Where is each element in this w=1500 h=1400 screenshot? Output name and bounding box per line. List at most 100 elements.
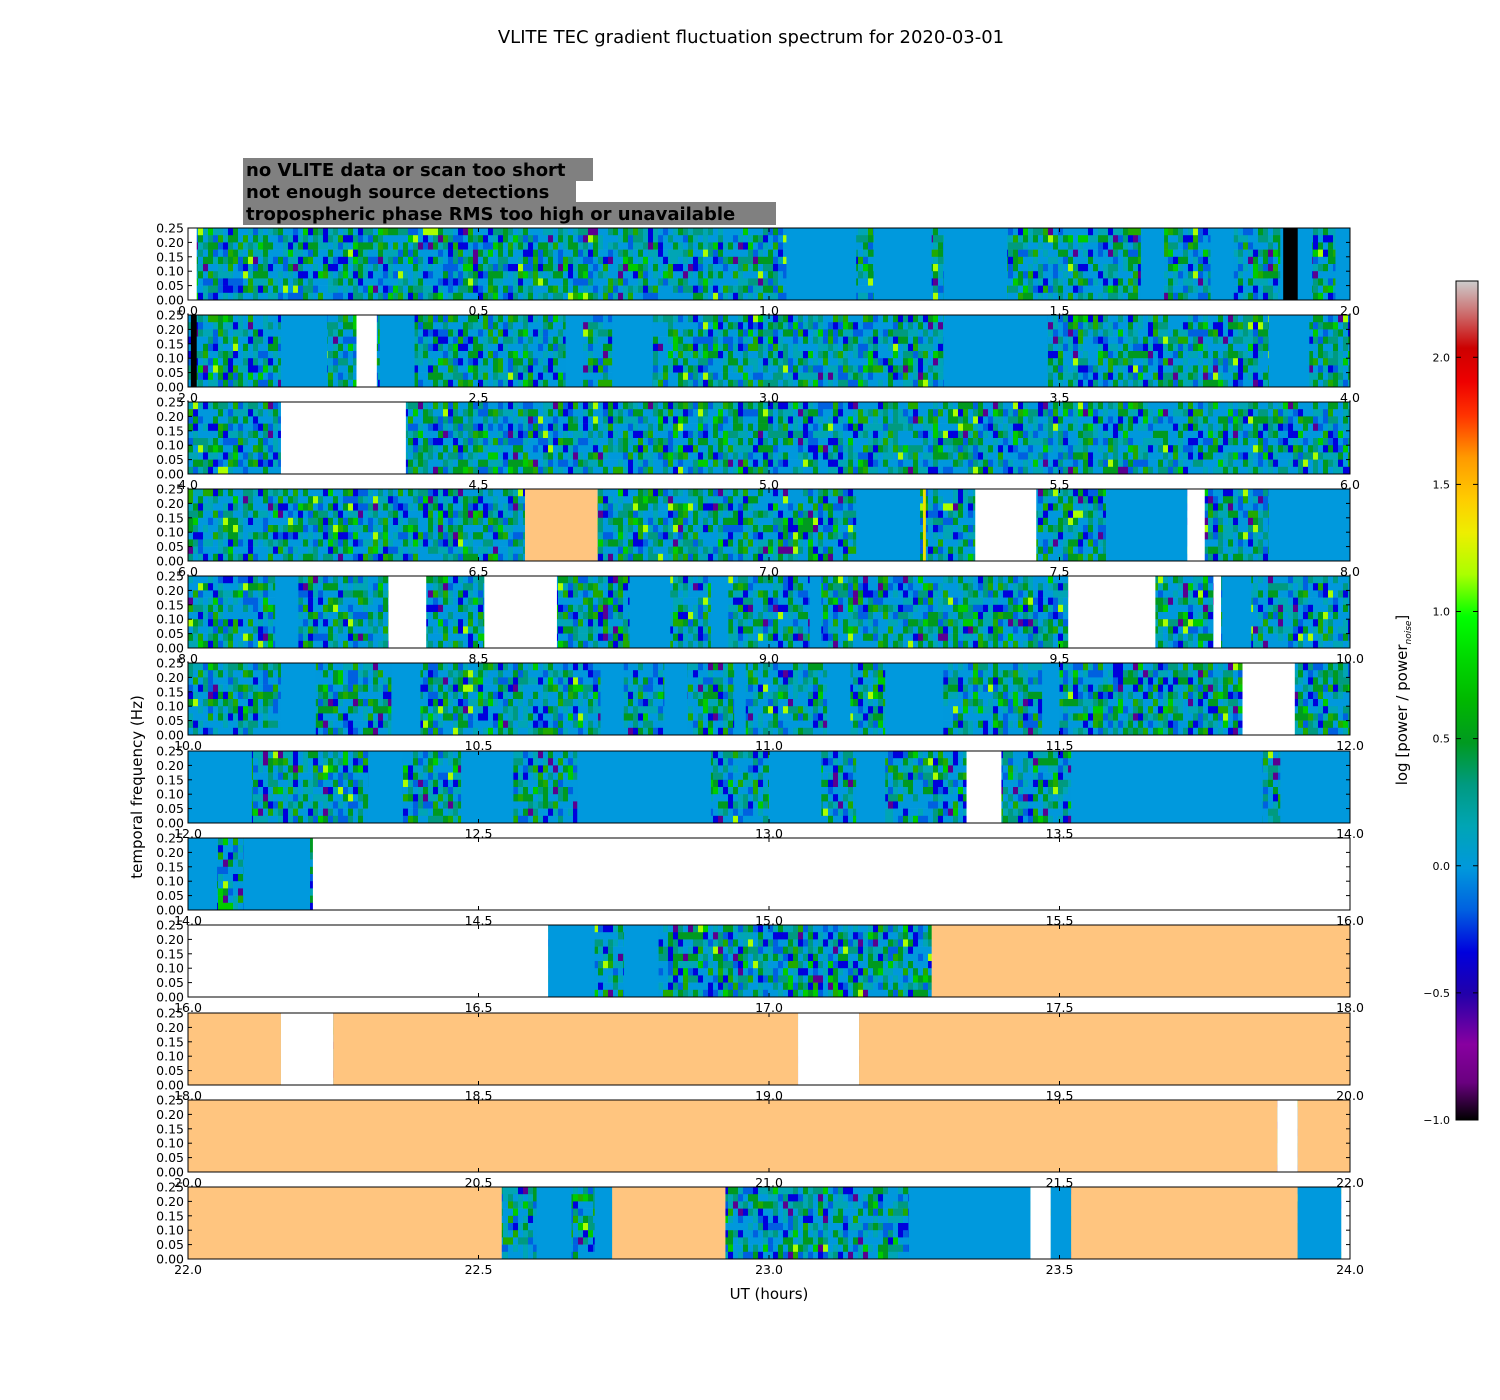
spectrum-cell — [348, 322, 354, 330]
spectrum-cell — [1183, 264, 1189, 272]
spectrum-cell — [438, 285, 444, 294]
spectrum-cell — [538, 264, 544, 272]
spectrum-cell — [678, 351, 684, 359]
spectrum-cell — [1083, 315, 1089, 323]
spectrum-cell — [1108, 315, 1114, 323]
spectrum-cell — [203, 315, 209, 323]
spectrum-cell — [1268, 264, 1274, 272]
spectrum-cell — [1083, 278, 1089, 286]
spectrum-cell — [778, 351, 784, 359]
spectrum-cell — [1168, 285, 1174, 294]
spectrum-cell — [1318, 358, 1324, 366]
spectrum-cell — [208, 292, 214, 301]
spectrum-cell — [1243, 278, 1249, 286]
spectrum-cell — [913, 336, 919, 345]
spectrum-cell — [463, 343, 469, 352]
spectrum-cell — [553, 358, 559, 366]
spectrum-cell — [358, 285, 364, 294]
spectrum-cell — [723, 336, 729, 345]
spectrum-cell — [698, 271, 704, 279]
spectrum-cell — [553, 351, 559, 359]
spectrum-cell — [528, 256, 534, 265]
spectrum-cell — [733, 285, 739, 294]
spectrum-cell — [1063, 228, 1069, 236]
spectrum-cell — [243, 256, 249, 265]
spectrum-cell — [1218, 372, 1224, 381]
spectrum-cell — [1168, 242, 1174, 250]
spectrum-cell — [453, 278, 459, 286]
spectrum-cell — [233, 235, 239, 243]
spectrum-cell — [1048, 235, 1054, 243]
spectrum-cell — [268, 416, 274, 424]
spectrum-cell — [583, 228, 589, 236]
spectrum-cell — [1018, 285, 1024, 294]
spectrum-cell — [1068, 336, 1074, 345]
spectrum-cell — [338, 372, 344, 381]
spectrum-cell — [628, 242, 634, 250]
spectrum-cell — [1073, 285, 1079, 294]
spectrum-cell — [1148, 343, 1154, 352]
spectrum-cell — [458, 278, 464, 286]
spectrum-cell — [763, 336, 769, 345]
spectrum-cell — [498, 285, 504, 294]
spectrum-cell — [683, 336, 689, 345]
spectrum-cell — [453, 228, 459, 236]
spectrum-cell — [398, 235, 404, 243]
spectrum-cell — [1163, 249, 1169, 258]
spectrum-cell — [1153, 365, 1159, 373]
spectrum-cell — [1078, 336, 1084, 345]
spectrum-cell — [583, 242, 589, 250]
spectrum-cell — [583, 235, 589, 243]
spectrum-cell — [1083, 235, 1089, 243]
spectrum-cell — [383, 292, 389, 301]
spectrum-cell — [348, 235, 354, 243]
spectrum-cell — [703, 358, 709, 366]
spectrum-cell — [193, 466, 199, 475]
segment-white — [356, 315, 377, 387]
spectrum-cell — [1128, 343, 1134, 352]
spectrum-cell — [928, 322, 934, 330]
spectrum-cell — [423, 343, 429, 352]
spectrum-cell — [1243, 358, 1249, 366]
spectrum-cell — [738, 271, 744, 279]
spectrum-cell — [1313, 336, 1319, 345]
spectrum-cell — [1113, 336, 1119, 345]
spectrum-cell — [473, 292, 479, 301]
spectrum-cell — [593, 315, 599, 323]
spectrum-cell — [668, 343, 674, 352]
spectrum-cell — [603, 285, 609, 294]
spectrum-cell — [1223, 365, 1229, 373]
spectrum-cell — [728, 365, 734, 373]
spectrum-cell — [518, 242, 524, 250]
spectrum-cell — [1328, 285, 1334, 294]
spectrum-cell — [423, 228, 429, 236]
spectrum-cell — [548, 329, 554, 337]
spectrum-cell — [778, 228, 784, 236]
spectrum-cell — [928, 315, 934, 323]
spectrum-cell — [903, 336, 909, 345]
spectrum-cell — [863, 285, 869, 294]
spectrum-cell — [568, 235, 574, 243]
spectrum-cell — [278, 278, 284, 286]
spectrum-cell — [1098, 315, 1104, 323]
spectrum-cell — [938, 329, 944, 337]
spectrum-cell — [483, 278, 489, 286]
spectrum-cell — [1273, 271, 1279, 279]
spectrum-cell — [273, 445, 279, 453]
spectrum-cell — [1153, 358, 1159, 366]
spectrum-cell — [213, 256, 219, 265]
spectrum-cell — [363, 235, 369, 243]
spectrum-cell — [418, 358, 424, 366]
spectrum-cell — [523, 358, 529, 366]
spectrum-cell — [243, 343, 249, 352]
spectrum-cell — [1188, 292, 1194, 301]
spectrum-cell — [218, 329, 224, 337]
spectrum-cell — [713, 256, 719, 265]
spectrum-cell — [1178, 365, 1184, 373]
spectrum-cell — [1233, 271, 1239, 279]
spectrum-cell — [818, 336, 824, 345]
spectrum-cell — [1183, 379, 1189, 388]
spectrum-cell — [708, 271, 714, 279]
spectrum-cell — [768, 315, 774, 323]
spectrum-cell — [523, 235, 529, 243]
